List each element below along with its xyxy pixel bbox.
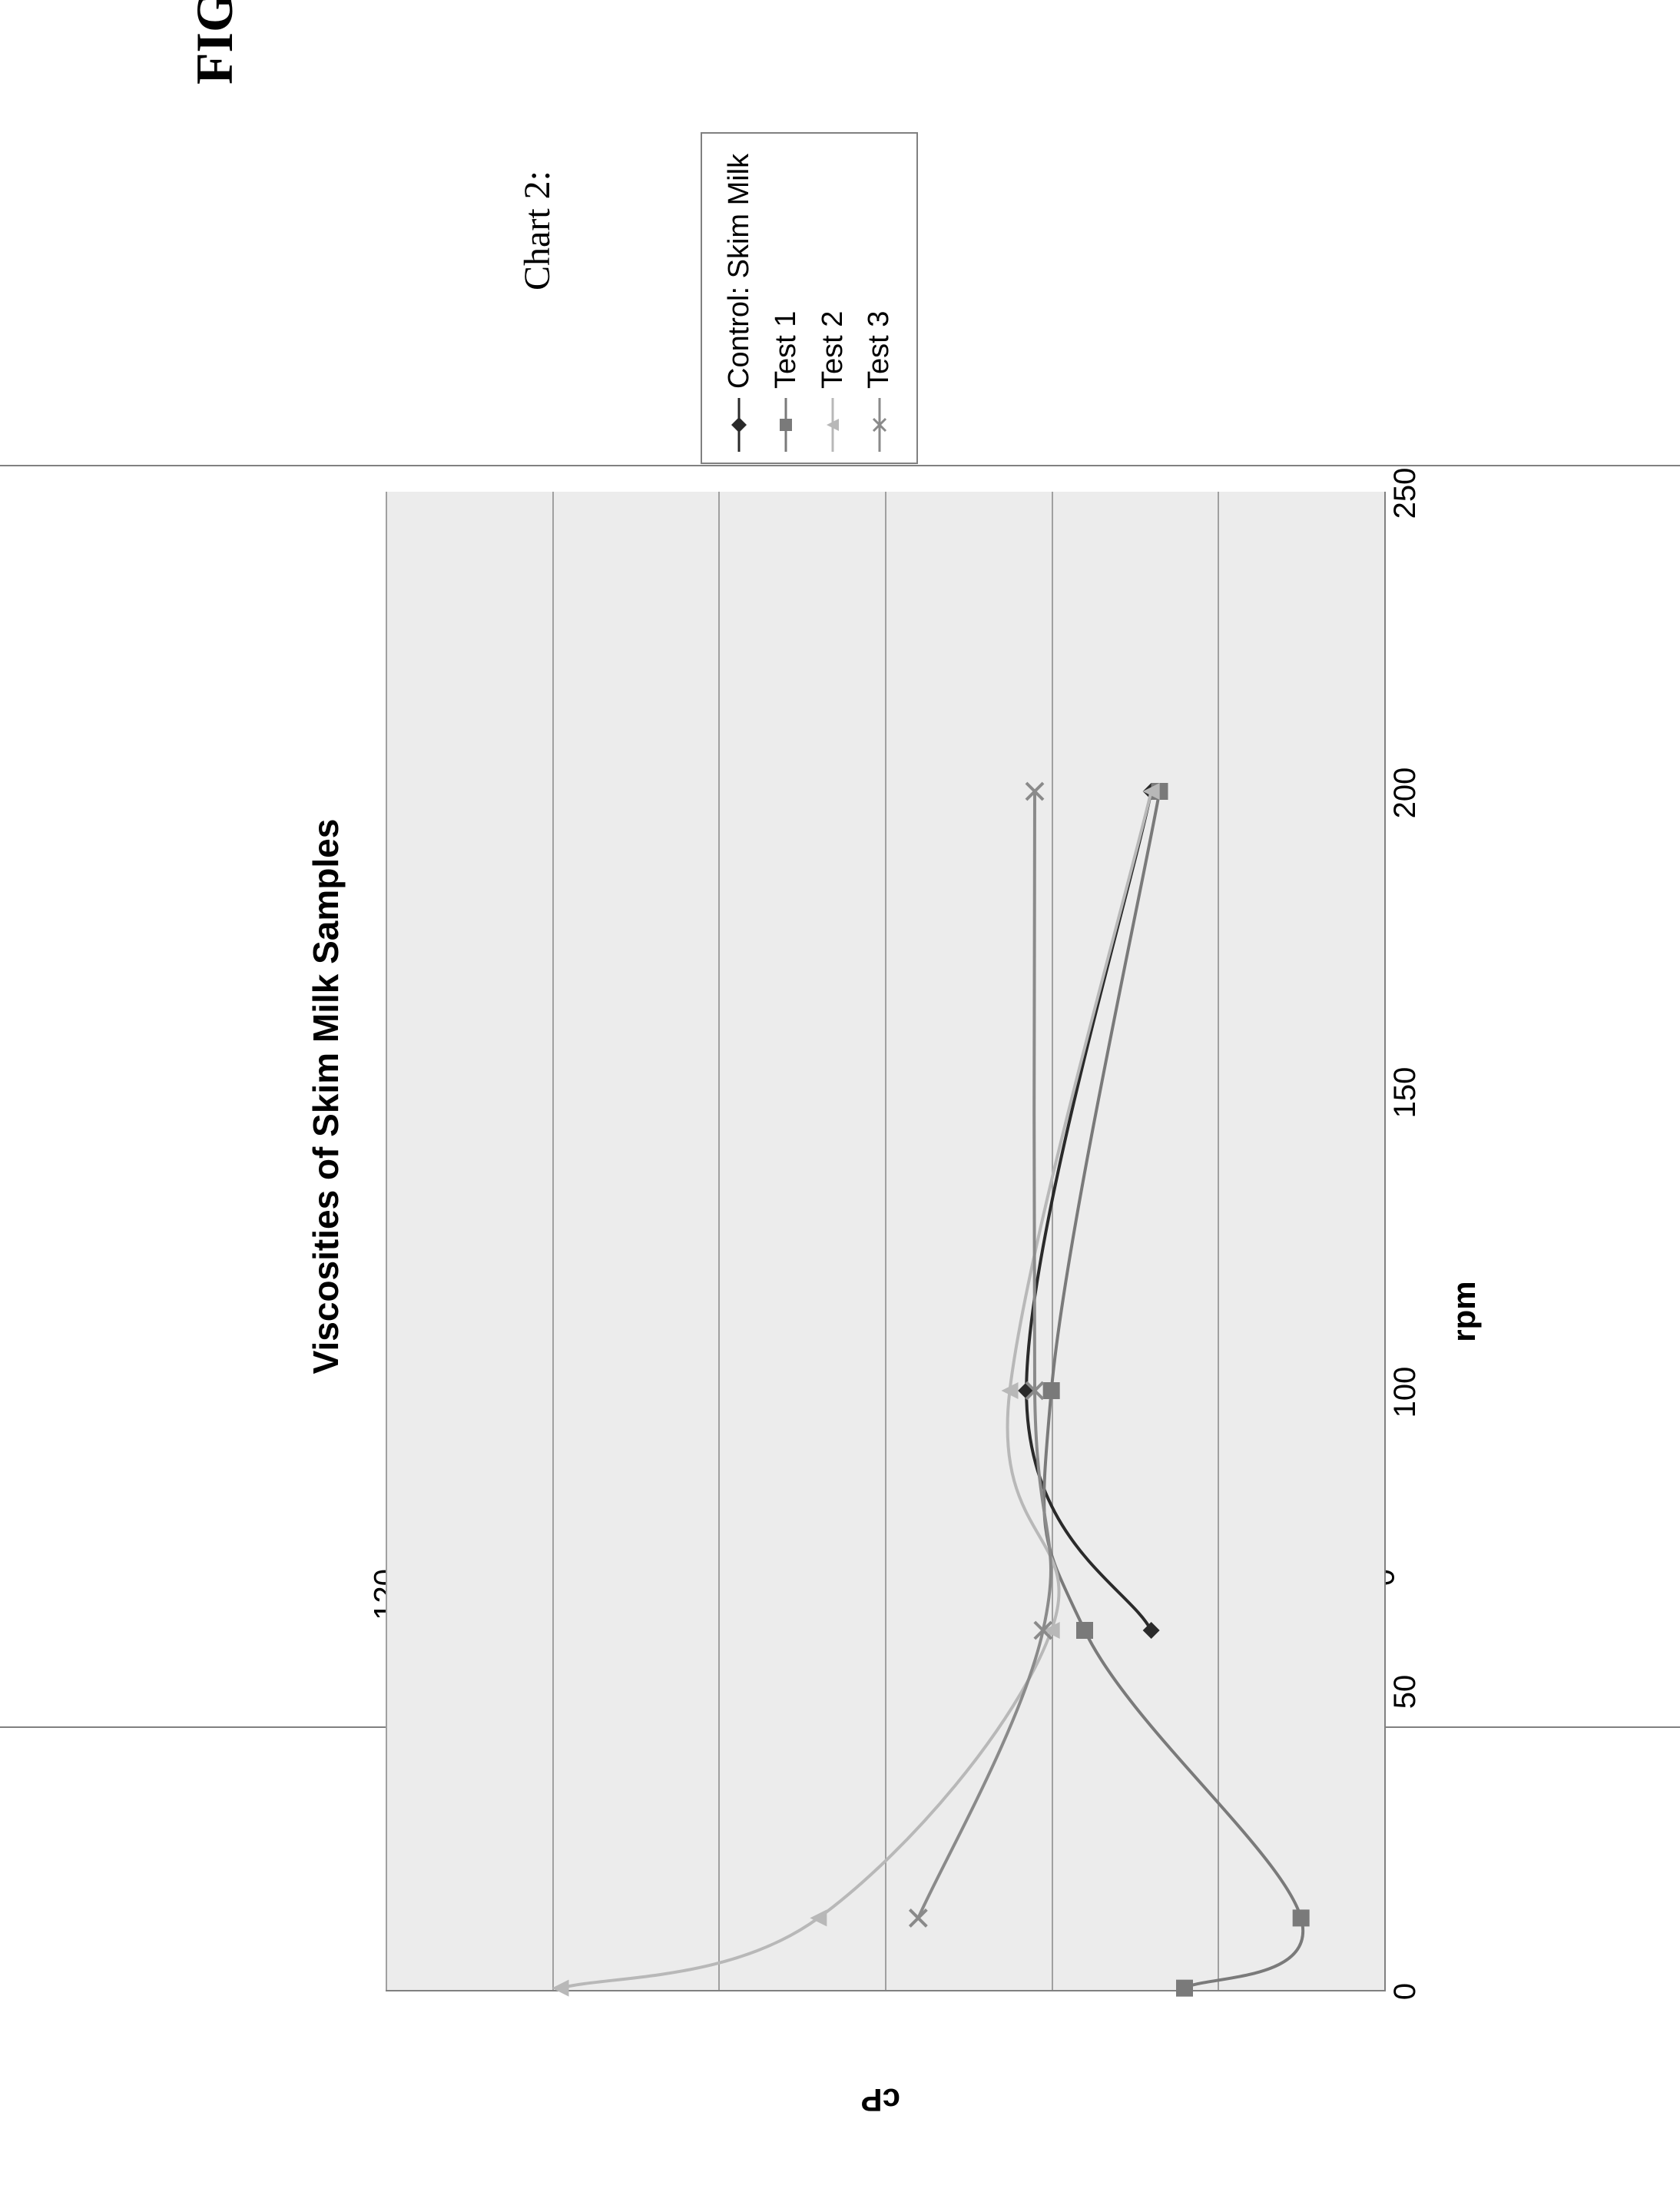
y-axis-label: cP [861,2081,900,2118]
legend-swatch [817,398,848,452]
legend-swatch [770,398,801,452]
x-axis-label: rpm [1446,493,1483,2130]
x-tick-label: 250 [1388,447,1423,539]
diamond-marker [1143,1622,1160,1639]
chart-inner: Viscosities of Skim Milk Samples Chart 2… [270,63,1530,2130]
triangle-marker [552,1980,569,1997]
legend-item: Test 1 [763,144,810,452]
legend: Control: Skim Milk Test 1 Test 2 [701,132,918,464]
x-tick-label: 100 [1388,1346,1423,1438]
legend-label: Test 2 [810,311,857,389]
chart-caption: Chart 2: [516,171,558,290]
page-root: FIG. 2 Viscosities of Skim Milk Samples … [0,0,1680,2192]
x-tick-label: 0 [1388,1945,1423,2038]
legend-swatch [864,398,895,452]
x-icon [871,416,888,433]
series-line [561,791,1151,1988]
legend-label: Test 1 [763,311,810,389]
plot-area [386,492,1386,1991]
triangle-icon [825,417,840,433]
legend-label: Test 3 [856,311,903,389]
square-marker [1293,1909,1310,1926]
square-icon [778,417,794,433]
square-marker [1076,1622,1093,1639]
square-marker [1043,1382,1060,1399]
x-marker [910,1909,926,1926]
chart-title: Viscosities of Skim Milk Samples [305,63,346,2130]
diamond-marker [1018,1382,1035,1399]
legend-label: Control: Skim Milk [716,154,763,389]
diamond-icon [731,417,747,433]
legend-item: Control: Skim Milk [716,144,763,452]
square-marker [1176,1980,1193,1997]
legend-item: Test 2 [810,144,857,452]
legend-swatch [724,398,754,452]
plot-svg [386,492,1384,1990]
x-tick-label: 50 [1388,1646,1423,1738]
x-tick-label: 150 [1388,1046,1423,1139]
x-tick-label: 200 [1388,747,1423,839]
legend-item: Test 3 [856,144,903,452]
series-line [1044,791,1303,1988]
chart-container: Viscosities of Skim Milk Samples Chart 2… [0,465,1680,1728]
figure-label: FIG. 2 [184,0,245,85]
